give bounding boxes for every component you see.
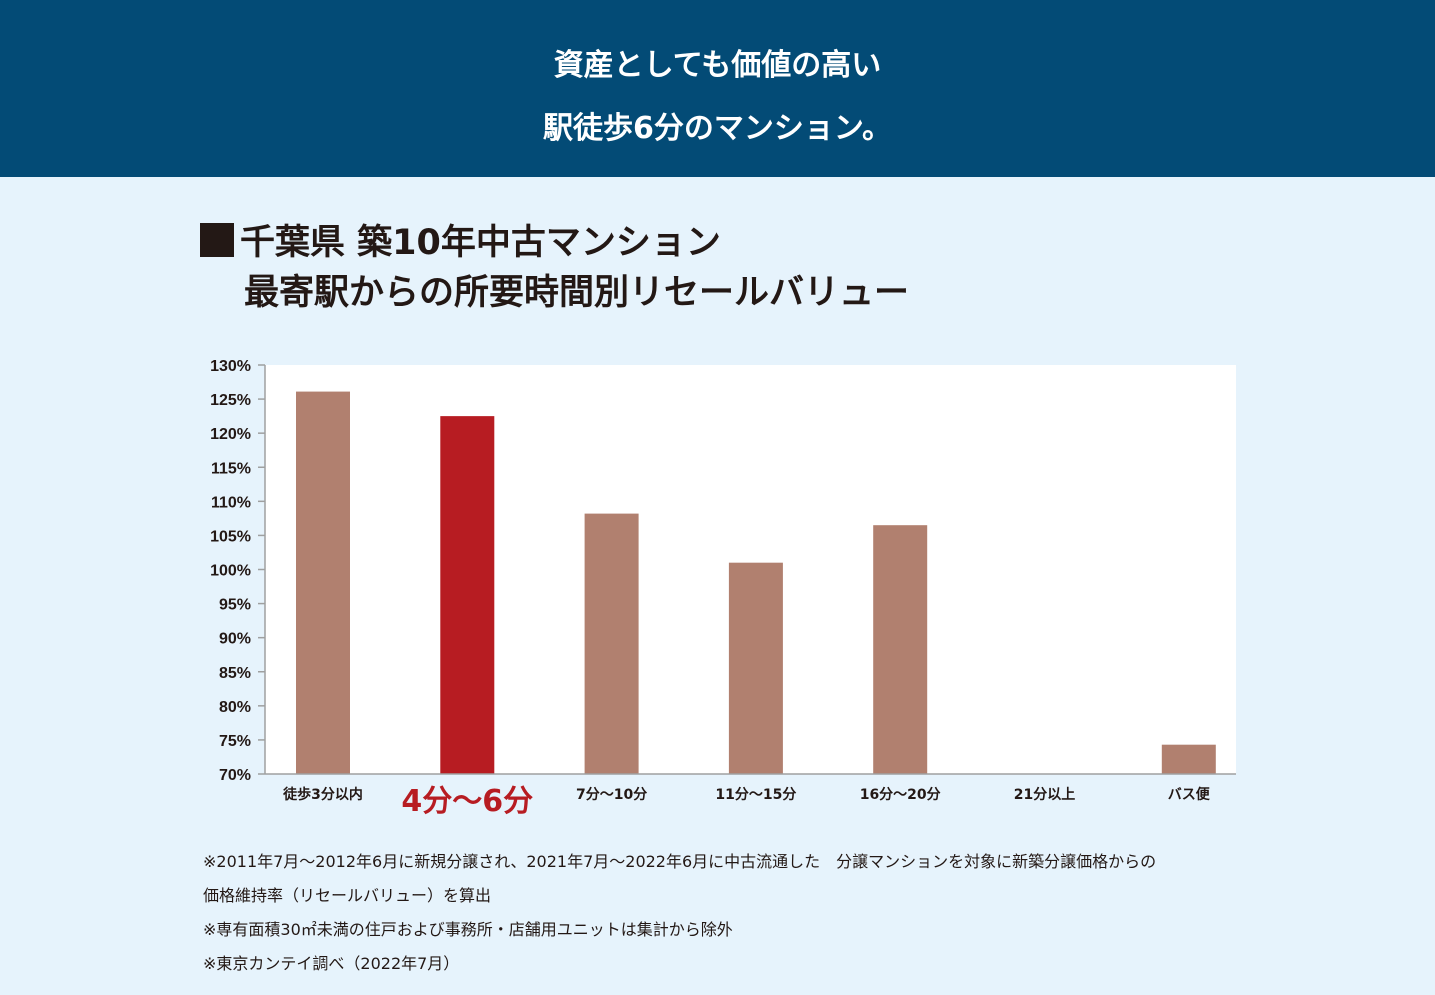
chart-title-line-1: 千葉県 築10年中古マンション <box>240 223 721 263</box>
banner-line-2: 駅徒歩6分のマンション。 <box>542 111 893 146</box>
x-tick-label: 21分以上 <box>1014 787 1075 803</box>
y-tick-label: 130% <box>210 358 251 375</box>
bar <box>296 391 350 774</box>
bar <box>728 562 783 774</box>
x-axis: 徒歩3分以内 4分～6分 7分～10分 11分～15分 16分～20分 21分以上 バス便 <box>282 784 1211 819</box>
x-tick-label-highlight: 4分～6分 <box>401 784 533 819</box>
x-tick-label: 11分～15分 <box>715 787 796 803</box>
y-tick-label: 120% <box>210 426 251 443</box>
bar <box>584 513 639 774</box>
y-tick-label: 125% <box>210 392 251 409</box>
y-axis: 130% 125% 120% 115% 110% 105% 100% 95% 90% 85% 80%… <box>210 358 265 784</box>
y-tick-label: 75% <box>219 733 251 750</box>
y-tick-label: 85% <box>219 665 251 682</box>
y-tick-label: 70% <box>219 767 251 784</box>
chart-title-line-2: 最寄駅からの所要時間別リセールバリュー <box>244 273 910 313</box>
chart-title: 千葉県 築10年中古マンション 最寄駅からの所要時間別リセールバリュー <box>200 218 909 318</box>
x-tick-label: 徒歩3分以内 <box>282 786 363 803</box>
y-tick-label: 115% <box>211 460 251 477</box>
bar-highlight <box>440 416 495 774</box>
x-tick-label: バス便 <box>1168 786 1211 803</box>
y-tick-label: 110% <box>211 494 251 511</box>
square-bullet-icon <box>200 223 234 257</box>
y-tick-label: 100% <box>210 563 251 580</box>
bar <box>1161 744 1216 774</box>
footnote-1: ※2011年7月～2012年6月に新規分譲され、2021年7月～2022年6月に… <box>203 852 1157 871</box>
y-tick-label: 105% <box>210 528 251 545</box>
y-tick-label: 95% <box>219 597 251 614</box>
y-tick-label: 80% <box>219 699 251 716</box>
footnote-4: ※東京カンテイ調べ（2022年7月） <box>203 954 460 973</box>
x-tick-label: 16分～20分 <box>860 787 941 803</box>
footnote-2: 価格維持率（リセールバリュー）を算出 <box>203 886 492 905</box>
banner-line-1: 資産としても価値の高い <box>553 48 882 83</box>
header-banner: 資産としても価値の高い 駅徒歩6分のマンション。 <box>0 0 1435 177</box>
x-tick-label: 7分～10分 <box>576 787 647 803</box>
bars <box>296 391 1216 774</box>
bar <box>873 525 928 774</box>
footnotes: ※2011年7月～2012年6月に新規分譲され、2021年7月～2022年6月に… <box>203 845 1263 981</box>
footnote-3: ※専有面積30㎡未満の住戸および事務所・店舗用ユニットは集計から除外 <box>203 920 733 939</box>
y-tick-label: 90% <box>219 631 251 648</box>
